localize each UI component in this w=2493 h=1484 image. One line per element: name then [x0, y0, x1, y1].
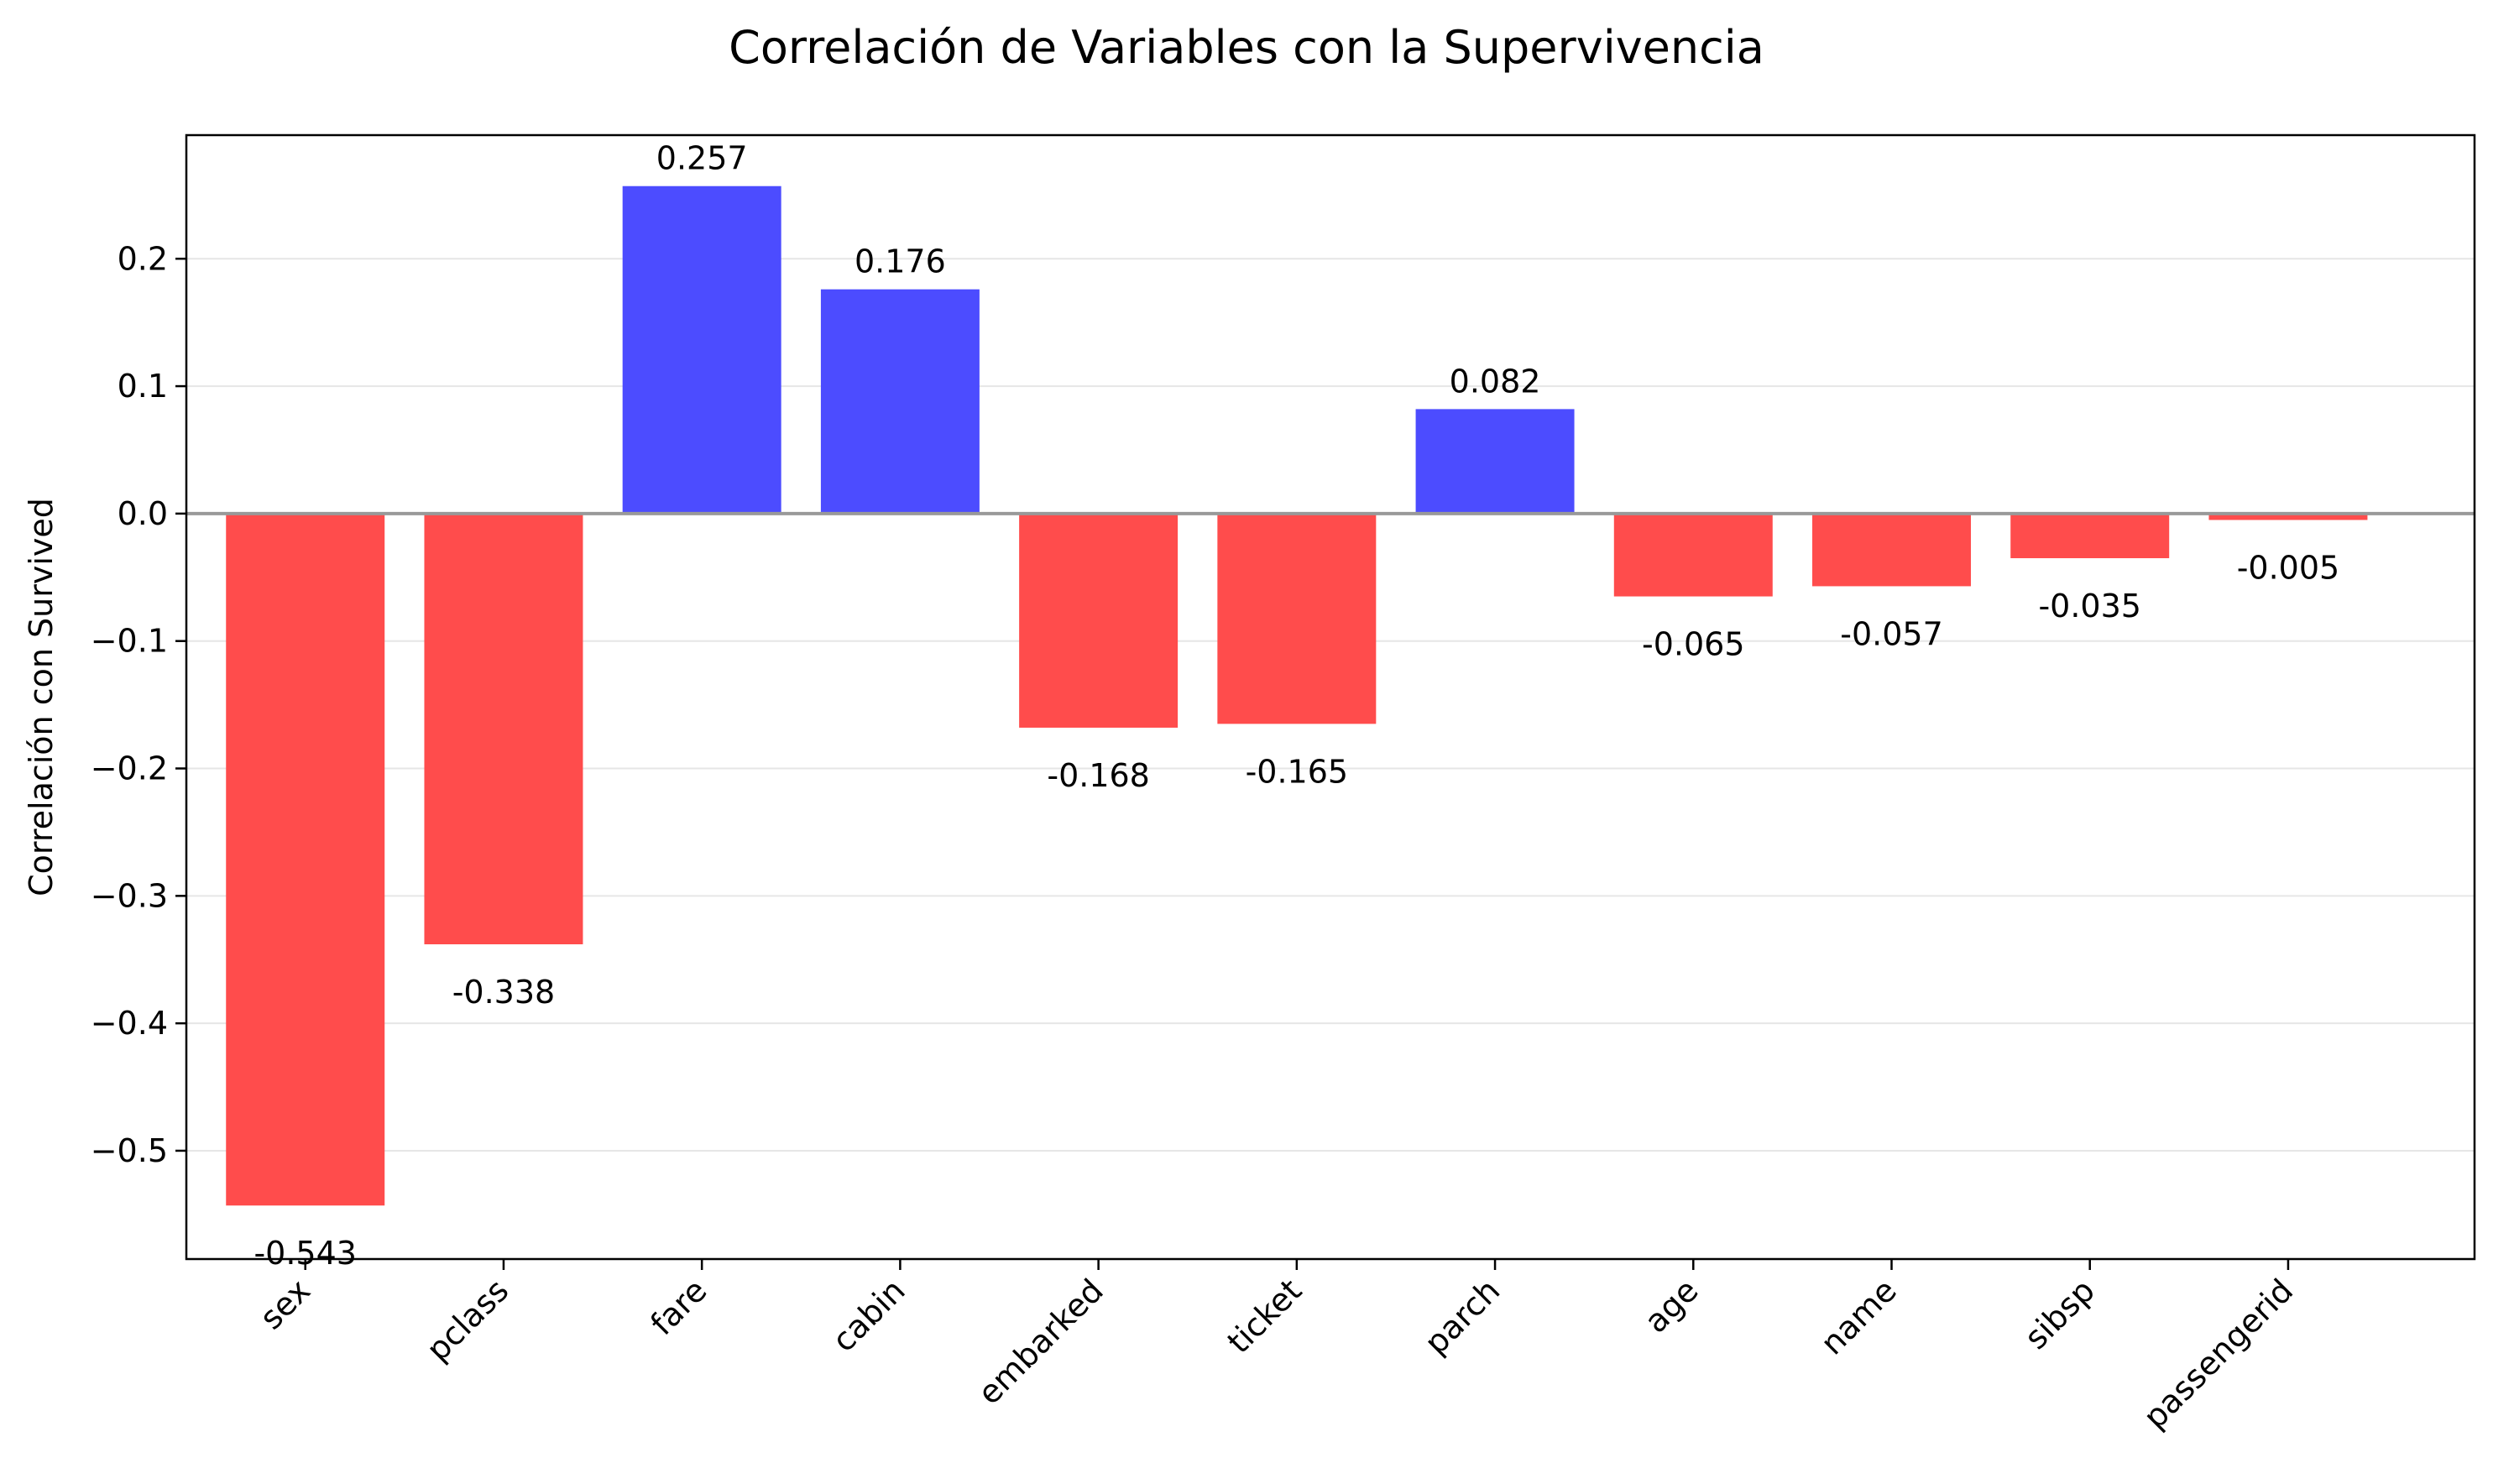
data-label-embarked: -0.168 — [1047, 757, 1150, 794]
x-axis-ticks: sex pclass fare cabin embarked ticket parch age… — [253, 1259, 2300, 1436]
y-tick-label: 0.1 — [118, 368, 168, 405]
data-label-parch: 0.082 — [1450, 363, 1541, 400]
data-label-name: -0.057 — [1840, 615, 1943, 652]
bars — [226, 186, 2368, 1206]
data-label-passengerid: -0.005 — [2237, 549, 2340, 586]
x-tick-label-cabin: cabin — [825, 1272, 912, 1359]
y-tick-label: 0.2 — [118, 240, 168, 277]
x-tick-label-passengerid: passengerid — [2136, 1272, 2300, 1435]
bar-passengerid — [2208, 513, 2368, 520]
data-label-sibsp: -0.035 — [2038, 588, 2141, 624]
bar-name — [1812, 513, 1971, 587]
bar-age — [1613, 513, 1773, 597]
y-tick-label: −0.5 — [91, 1132, 168, 1169]
x-tick-label-age: age — [1637, 1272, 1705, 1340]
bar-fare — [622, 186, 781, 514]
bar-sex — [226, 513, 385, 1206]
y-tick-label: −0.2 — [91, 750, 168, 787]
x-tick-label-name: name — [1814, 1272, 1904, 1361]
y-tick-label: −0.1 — [91, 623, 168, 660]
data-label-fare: 0.257 — [656, 140, 748, 177]
data-label-sex: -0.543 — [253, 1235, 357, 1272]
x-tick-label-fare: fare — [644, 1272, 714, 1342]
data-label-cabin: 0.176 — [855, 243, 946, 280]
bar-cabin — [820, 289, 980, 514]
y-axis-label: Correlación con Survived — [23, 498, 60, 896]
data-label-pclass: -0.338 — [452, 974, 556, 1011]
bar-ticket — [1217, 513, 1377, 724]
plot-frame — [185, 133, 2476, 1261]
x-tick-label-pclass: pclass — [419, 1272, 515, 1368]
x-tick-label-sibsp: sibsp — [2017, 1272, 2102, 1356]
x-tick-label-parch: parch — [1418, 1272, 1508, 1361]
data-label-ticket: -0.165 — [1246, 753, 1349, 790]
y-tick-label: 0.0 — [118, 495, 168, 532]
x-tick-label-sex: sex — [253, 1272, 317, 1336]
x-tick-label-embarked: embarked — [970, 1272, 1111, 1412]
bar-parch — [1415, 409, 1575, 514]
x-tick-label-ticket: ticket — [1220, 1272, 1309, 1361]
chart-title: Correlación de Variables con la Superviv… — [729, 21, 1764, 74]
data-labels: -0.543 -0.338 0.257 0.176 -0.168 -0.165 0.082 -… — [253, 140, 2339, 1272]
bar-sibsp — [2010, 513, 2170, 559]
data-label-age: -0.065 — [1642, 626, 1745, 663]
bar-pclass — [424, 513, 583, 945]
y-axis-ticks: −0.5 −0.4 −0.3 −0.2 −0.1 0.0 0.1 0.2 — [91, 240, 186, 1169]
y-tick-label: −0.3 — [91, 877, 168, 914]
bar-embarked — [1019, 513, 1179, 728]
y-tick-label: −0.4 — [91, 1005, 168, 1042]
